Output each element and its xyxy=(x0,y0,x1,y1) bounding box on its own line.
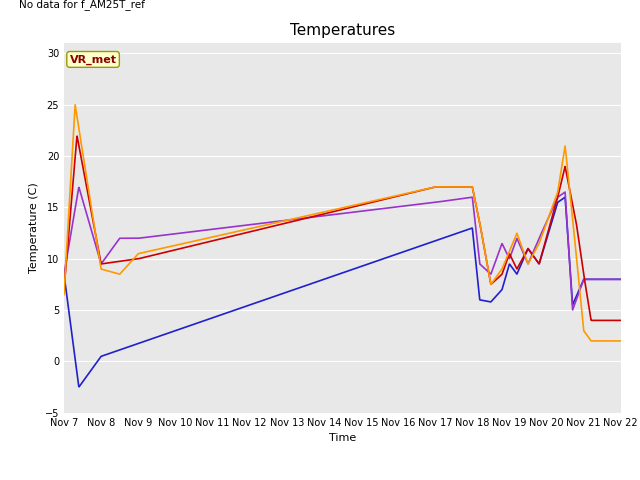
CNR1 PRT xyxy=(316,214,324,219)
HMP45 T xyxy=(617,276,625,282)
HMP45 T xyxy=(331,273,339,278)
HMP45 T xyxy=(89,365,97,371)
Panel T xyxy=(617,318,625,324)
Line: HMP45 T: HMP45 T xyxy=(64,197,621,387)
Panel T xyxy=(601,318,609,324)
CNR1 PRT xyxy=(60,271,68,277)
Line: Old Ref Temp: Old Ref Temp xyxy=(64,105,621,341)
Old Ref Temp xyxy=(60,292,68,298)
CNR1 PRT xyxy=(602,276,609,282)
Panel T xyxy=(499,269,506,275)
Panel T xyxy=(331,208,339,214)
Y-axis label: Temperature (C): Temperature (C) xyxy=(29,182,39,274)
HMP45 T xyxy=(602,276,609,282)
Text: VR_met: VR_met xyxy=(70,54,116,64)
Panel T xyxy=(316,212,324,217)
Panel T xyxy=(89,216,97,222)
CNR1 PRT xyxy=(617,276,625,282)
Text: No data for f_AM25T_ref: No data for f_AM25T_ref xyxy=(19,0,145,10)
Line: Panel T: Panel T xyxy=(64,136,621,321)
Old Ref Temp xyxy=(602,338,609,344)
CNR1 PRT xyxy=(499,242,506,248)
Old Ref Temp xyxy=(588,338,595,344)
Title: Temperatures: Temperatures xyxy=(290,23,395,38)
HMP45 T xyxy=(76,384,83,390)
Panel T xyxy=(60,287,68,292)
Old Ref Temp xyxy=(331,206,339,212)
Old Ref Temp xyxy=(89,213,97,219)
Panel T xyxy=(602,318,609,324)
Old Ref Temp xyxy=(499,264,506,270)
CNR1 PRT xyxy=(601,276,609,282)
Old Ref Temp xyxy=(316,210,324,216)
CNR1 PRT xyxy=(331,212,339,217)
CNR1 PRT xyxy=(569,307,577,313)
Panel T xyxy=(73,133,81,139)
HMP45 T xyxy=(561,194,569,200)
CNR1 PRT xyxy=(75,184,83,190)
HMP45 T xyxy=(316,278,324,284)
Panel T xyxy=(588,318,595,324)
HMP45 T xyxy=(601,276,609,282)
CNR1 PRT xyxy=(89,232,97,238)
Old Ref Temp xyxy=(617,338,625,344)
Line: CNR1 PRT: CNR1 PRT xyxy=(64,187,621,310)
Old Ref Temp xyxy=(71,102,79,108)
HMP45 T xyxy=(499,284,506,290)
Legend: Panel T, Old Ref Temp, HMP45 T, CNR1 PRT: Panel T, Old Ref Temp, HMP45 T, CNR1 PRT xyxy=(156,478,529,480)
X-axis label: Time: Time xyxy=(329,433,356,443)
HMP45 T xyxy=(60,271,68,277)
Old Ref Temp xyxy=(601,338,609,344)
